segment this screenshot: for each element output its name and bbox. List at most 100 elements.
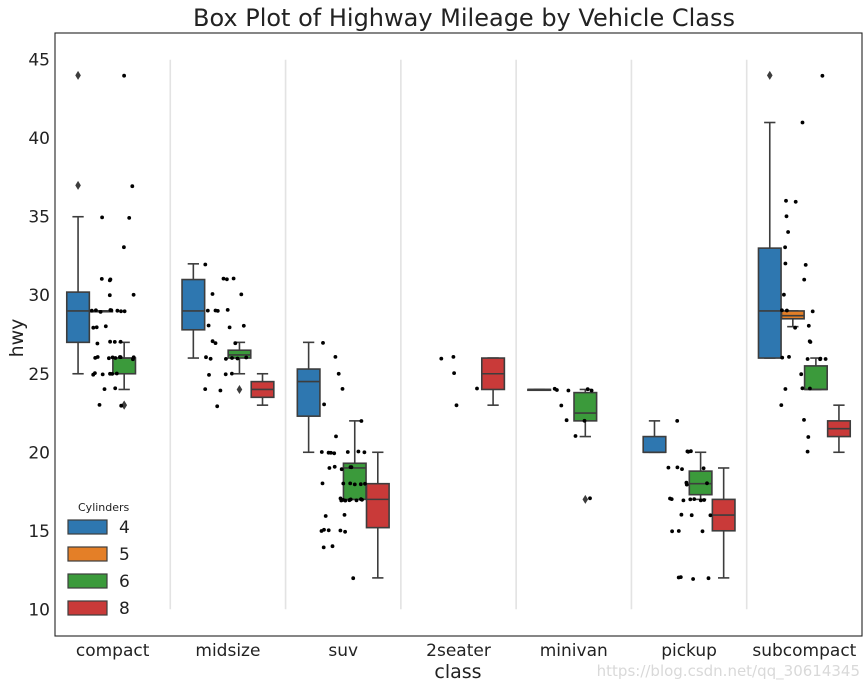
strip-point (439, 356, 444, 361)
strip-point (783, 245, 787, 250)
strip-point (362, 450, 367, 455)
strip-point (780, 308, 784, 313)
y-tick-label: 15 (28, 522, 50, 542)
strip-point (333, 355, 338, 359)
strip-point (784, 198, 788, 203)
strip-point (332, 451, 337, 456)
strip-point (342, 513, 347, 517)
strip-point (803, 263, 808, 267)
x-tick-label: suv (328, 641, 358, 661)
box-body (757, 247, 782, 359)
strip-point (675, 419, 680, 423)
box-subcompact-cyl-8 (826, 404, 852, 454)
strip-point (678, 575, 683, 579)
strip-point (343, 529, 347, 534)
strip-point (122, 73, 126, 78)
strip-point (698, 498, 703, 503)
outlier-marker (75, 70, 81, 80)
strip-point (108, 308, 113, 312)
x-tick-label: midsize (195, 641, 260, 661)
box-pickup-cyl-6 (688, 451, 713, 501)
strip-point (668, 496, 672, 501)
x-tick-label: minivan (540, 641, 608, 661)
strip-point (341, 481, 346, 486)
strip-point (684, 480, 689, 485)
strip-point (692, 497, 697, 501)
strip-point (131, 292, 136, 297)
plot-frame (54, 32, 863, 637)
strip-point (233, 341, 238, 346)
strip-point (475, 386, 479, 391)
strip-point (119, 403, 124, 408)
strip-point (585, 387, 590, 392)
strip-point (783, 261, 788, 266)
strip-point (799, 372, 804, 377)
strip-point (785, 308, 789, 313)
box-body (365, 482, 390, 529)
strip-point (235, 356, 240, 361)
strip-point (225, 277, 229, 282)
chart-title: Box Plot of Highway Mileage by Vehicle C… (193, 4, 735, 32)
legend-swatch-6 (67, 573, 108, 589)
strip-point (89, 308, 94, 313)
strip-point (589, 388, 594, 393)
box-midsize-cyl-4 (181, 263, 206, 359)
strip-point (113, 386, 118, 391)
strip-point (239, 292, 244, 297)
strip-point (559, 403, 564, 408)
box-body (803, 365, 828, 391)
strip-point (207, 373, 211, 377)
y-tick-label: 35 (28, 208, 50, 228)
strip-point (359, 419, 364, 423)
strip-point (800, 386, 805, 391)
box-minivan-cyl-6 (573, 388, 598, 504)
strip-point (820, 73, 825, 78)
strip-point (800, 120, 805, 125)
y-axis-ticks: 10 15 20 25 30 35 40 45 (28, 51, 50, 621)
strip-point (91, 372, 96, 377)
strip-point (688, 497, 693, 502)
strip-point (356, 449, 361, 454)
outlier-marker (121, 400, 127, 410)
legend-swatch-8 (67, 600, 108, 616)
box-suv-cyl-4 (296, 341, 321, 454)
strip-point (451, 355, 456, 359)
strip-point (94, 325, 99, 330)
strip-point (221, 276, 226, 281)
legend-label-5: 5 (119, 545, 130, 565)
box-midsize-cyl-6 (227, 341, 252, 394)
strip-point (573, 434, 578, 438)
strip-point (352, 482, 357, 487)
y-tick-label: 45 (28, 51, 50, 71)
strip-point (784, 214, 789, 219)
box-body (65, 291, 91, 344)
strip-points (89, 73, 828, 581)
legend: Cylinders 4 5 6 8 (67, 501, 130, 619)
strip-point (805, 449, 810, 454)
strip-point (808, 386, 812, 391)
strip-point (339, 467, 344, 472)
strip-point (230, 371, 234, 376)
strip-point (93, 356, 98, 360)
strip-point (818, 356, 823, 361)
box-body (296, 368, 321, 417)
strip-point (354, 498, 359, 503)
strip-point (779, 403, 784, 407)
strip-point (680, 467, 684, 471)
strip-point (99, 277, 104, 281)
strip-point (808, 340, 813, 344)
strip-point (806, 435, 811, 439)
strip-point (223, 372, 228, 377)
strip-point (118, 339, 123, 344)
strip-point (91, 325, 96, 330)
strip-point (321, 545, 326, 550)
strip-point (358, 482, 363, 487)
strip-point (319, 450, 324, 454)
strip-point (359, 497, 363, 502)
y-tick-label: 40 (28, 129, 50, 149)
strip-point (108, 277, 113, 282)
x-axis-ticks: compact midsize suv 2seater minivan pickup sub… (76, 641, 857, 661)
strip-point (823, 357, 828, 361)
legend-swatch-4 (67, 519, 108, 535)
